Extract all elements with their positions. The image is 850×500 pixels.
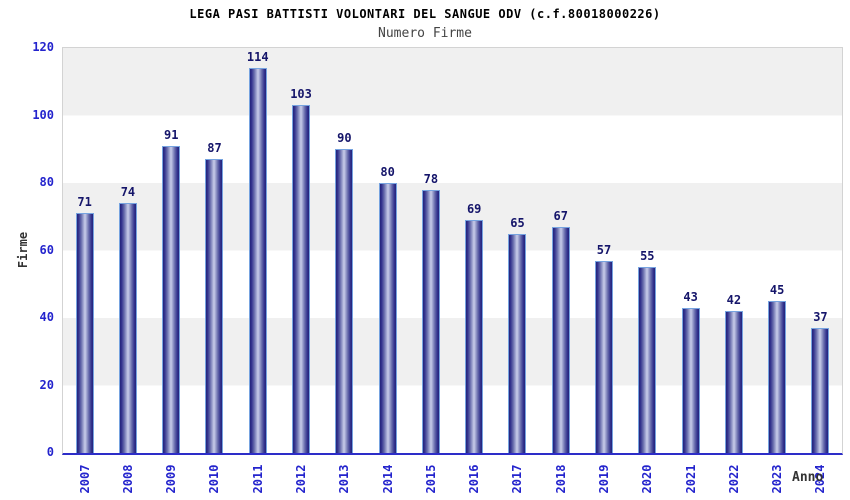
x-tick-label: 2017 — [510, 464, 525, 494]
plot-area: 71 2007 74 2008 91 2009 87 2010 114 2011 103 2012 90… — [62, 47, 843, 493]
bar-2022 — [724, 311, 743, 453]
bar-slot: 71 2007 — [63, 48, 106, 493]
bar-value-label: 55 — [640, 249, 655, 264]
y-tick-label: 0 — [46, 445, 54, 459]
bar-slot: 90 2013 — [323, 48, 366, 493]
bar-2012 — [292, 105, 311, 453]
bar-slot: 67 2018 — [539, 48, 582, 493]
x-tick-label: 2021 — [683, 464, 698, 494]
y-tick-label: 80 — [39, 175, 54, 190]
bar-2024 — [811, 328, 830, 453]
x-tick-label: 2016 — [467, 464, 482, 494]
bar-slot: 42 2022 — [712, 48, 755, 493]
bar-slot: 65 2017 — [496, 48, 539, 493]
bar-value-label: 69 — [466, 202, 482, 217]
bar-slot: 45 2023 — [756, 48, 799, 493]
bar-value-label: 78 — [423, 171, 439, 186]
bar-2009 — [162, 145, 181, 453]
bar-2018 — [551, 226, 570, 453]
bar-value-label: 90 — [337, 131, 352, 146]
bar-slot: 57 2019 — [582, 48, 625, 493]
x-tick-label: 2018 — [553, 464, 568, 494]
bar-slot: 103 2012 — [279, 48, 322, 493]
bars: 71 2007 74 2008 91 2009 87 2010 114 2011 103 2012 90… — [63, 48, 842, 493]
y-tick-label: 120 — [32, 40, 54, 54]
bar-2007 — [75, 213, 94, 453]
bar-2020 — [638, 267, 657, 453]
x-tick-label: 2010 — [207, 464, 222, 494]
bar-slot: 37 2024 — [799, 48, 842, 493]
bar-2019 — [595, 260, 614, 453]
x-tick-label: 2008 — [120, 464, 135, 494]
bar-slot: 43 2021 — [669, 48, 712, 493]
bar-2023 — [768, 301, 787, 453]
bar-value-label: 80 — [380, 165, 395, 180]
bar-slot: 87 2010 — [193, 48, 236, 493]
x-tick-label: 2022 — [726, 464, 741, 494]
bar-slot: 69 2016 — [453, 48, 496, 493]
bar-value-label: 37 — [813, 310, 828, 325]
x-tick-label: 2009 — [164, 464, 179, 494]
x-tick-label: 2019 — [597, 464, 612, 494]
bar-2021 — [681, 307, 700, 453]
bar-slot: 114 2011 — [236, 48, 279, 493]
bar-value-label: 57 — [596, 242, 612, 257]
y-tick-label: 40 — [39, 310, 54, 325]
bar-slot: 78 2015 — [409, 48, 452, 493]
y-tick-label: 60 — [39, 242, 54, 257]
bar-2008 — [118, 203, 137, 453]
x-tick-label: 2020 — [640, 464, 655, 494]
bar-value-label: 103 — [290, 87, 312, 102]
chart-subtitle: Numero Firme — [378, 26, 472, 41]
x-tick-label: 2007 — [77, 464, 92, 494]
bar-2010 — [205, 159, 224, 453]
y-axis-ticks: 0 20 40 60 80 100 120 — [0, 40, 56, 459]
bar-value-label: 114 — [246, 50, 269, 65]
bar-2013 — [335, 149, 354, 453]
bar-value-label: 65 — [510, 215, 525, 230]
bar-2015 — [421, 189, 440, 453]
bar-value-label: 42 — [726, 293, 742, 308]
x-tick-label: 2011 — [250, 464, 265, 494]
bar-2017 — [508, 233, 527, 453]
bar-value-label: 87 — [207, 141, 222, 156]
x-tick-label: 2014 — [380, 464, 395, 494]
bar-slot: 74 2008 — [106, 48, 149, 493]
bar-slot: 55 2020 — [626, 48, 669, 493]
x-tick-label: 2013 — [337, 464, 352, 494]
bar-value-label: 71 — [77, 195, 92, 210]
bar-value-label: 74 — [120, 185, 136, 200]
bar-2011 — [248, 68, 267, 453]
bar-value-label: 91 — [163, 127, 179, 142]
chart-title: LEGA PASI BATTISTI VOLONTARI DEL SANGUE … — [189, 7, 661, 21]
y-tick-label: 20 — [39, 377, 54, 392]
bar-value-label: 67 — [553, 208, 568, 223]
bar-slot: 91 2009 — [150, 48, 193, 493]
bar-slot: 80 2014 — [366, 48, 409, 493]
x-axis-title: Anno — [792, 470, 824, 485]
bar-value-label: 45 — [769, 283, 785, 298]
x-tick-label: 2012 — [294, 464, 309, 494]
x-tick-label: 2023 — [770, 464, 785, 494]
bar-value-label: 43 — [683, 289, 698, 304]
bar-2014 — [378, 183, 397, 453]
x-tick-label: 2015 — [423, 464, 438, 494]
bar-2016 — [465, 220, 484, 453]
y-tick-label: 100 — [32, 107, 54, 122]
